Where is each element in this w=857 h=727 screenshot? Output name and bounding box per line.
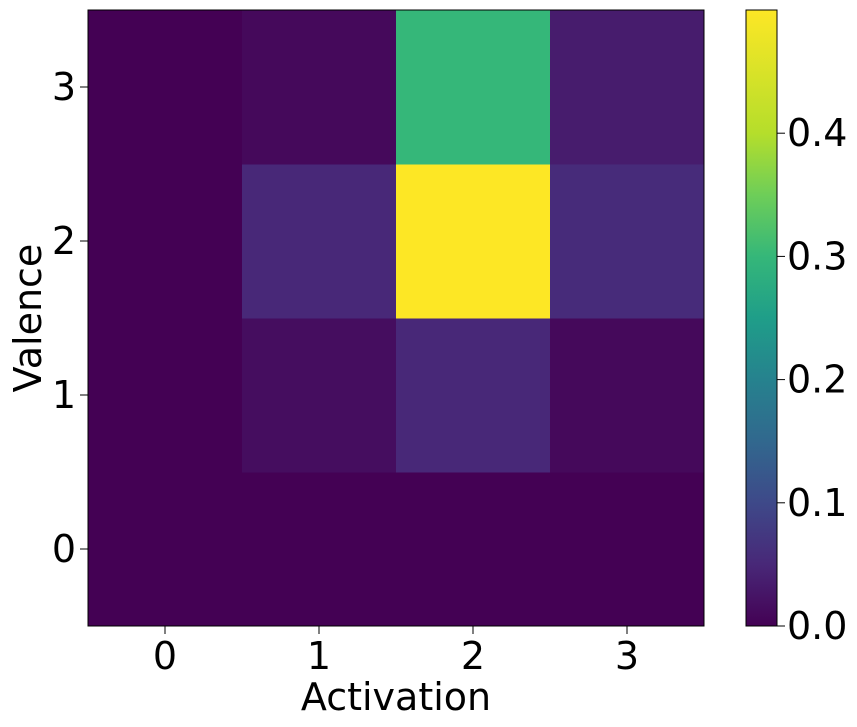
tick-label: 2	[461, 634, 485, 678]
heatmap-cell	[550, 318, 705, 473]
tick-label: 0	[52, 527, 76, 571]
tick-label: 0.2	[787, 358, 847, 402]
heatmap-cell	[550, 472, 705, 627]
heatmap-cell	[88, 164, 243, 319]
tick-label: 1	[52, 373, 76, 417]
colorbar-ticks: 0.0 0.1 0.2 0.3 0.4	[777, 111, 847, 648]
y-axis-ticks: 0 1 2 3	[52, 65, 88, 571]
tick-label: 3	[52, 65, 76, 109]
tick-label: 2	[52, 219, 76, 263]
heatmap-cell	[88, 318, 243, 473]
tick-label: 0	[153, 634, 177, 678]
tick-label: 1	[307, 634, 331, 678]
heatmap-cell	[242, 318, 397, 473]
y-axis-label: Valence	[6, 244, 50, 393]
x-axis-ticks: 0 1 2 3	[153, 626, 639, 678]
tick-label: 0.3	[787, 234, 847, 278]
tick-label: 0.4	[787, 111, 847, 155]
heatmap-cell	[242, 10, 397, 165]
plot-frame	[87, 9, 705, 627]
heatmap-cell	[396, 10, 551, 165]
heatmap-cell	[550, 164, 705, 319]
x-axis-label: Activation	[301, 675, 491, 719]
heatmap-cell	[396, 164, 551, 319]
heatmap-cells	[88, 10, 705, 627]
tick-label: 3	[615, 634, 639, 678]
tick-label: 0.0	[787, 604, 847, 648]
heatmap-cell	[88, 10, 243, 165]
colorbar	[745, 9, 778, 627]
heatmap-cell	[396, 472, 551, 627]
heatmap-cell	[242, 164, 397, 319]
heatmap-cell	[396, 318, 551, 473]
tick-label: 0.1	[787, 481, 847, 525]
heatmap-cell	[88, 472, 243, 627]
heatmap-cell	[242, 472, 397, 627]
heatmap-cell	[550, 10, 705, 165]
